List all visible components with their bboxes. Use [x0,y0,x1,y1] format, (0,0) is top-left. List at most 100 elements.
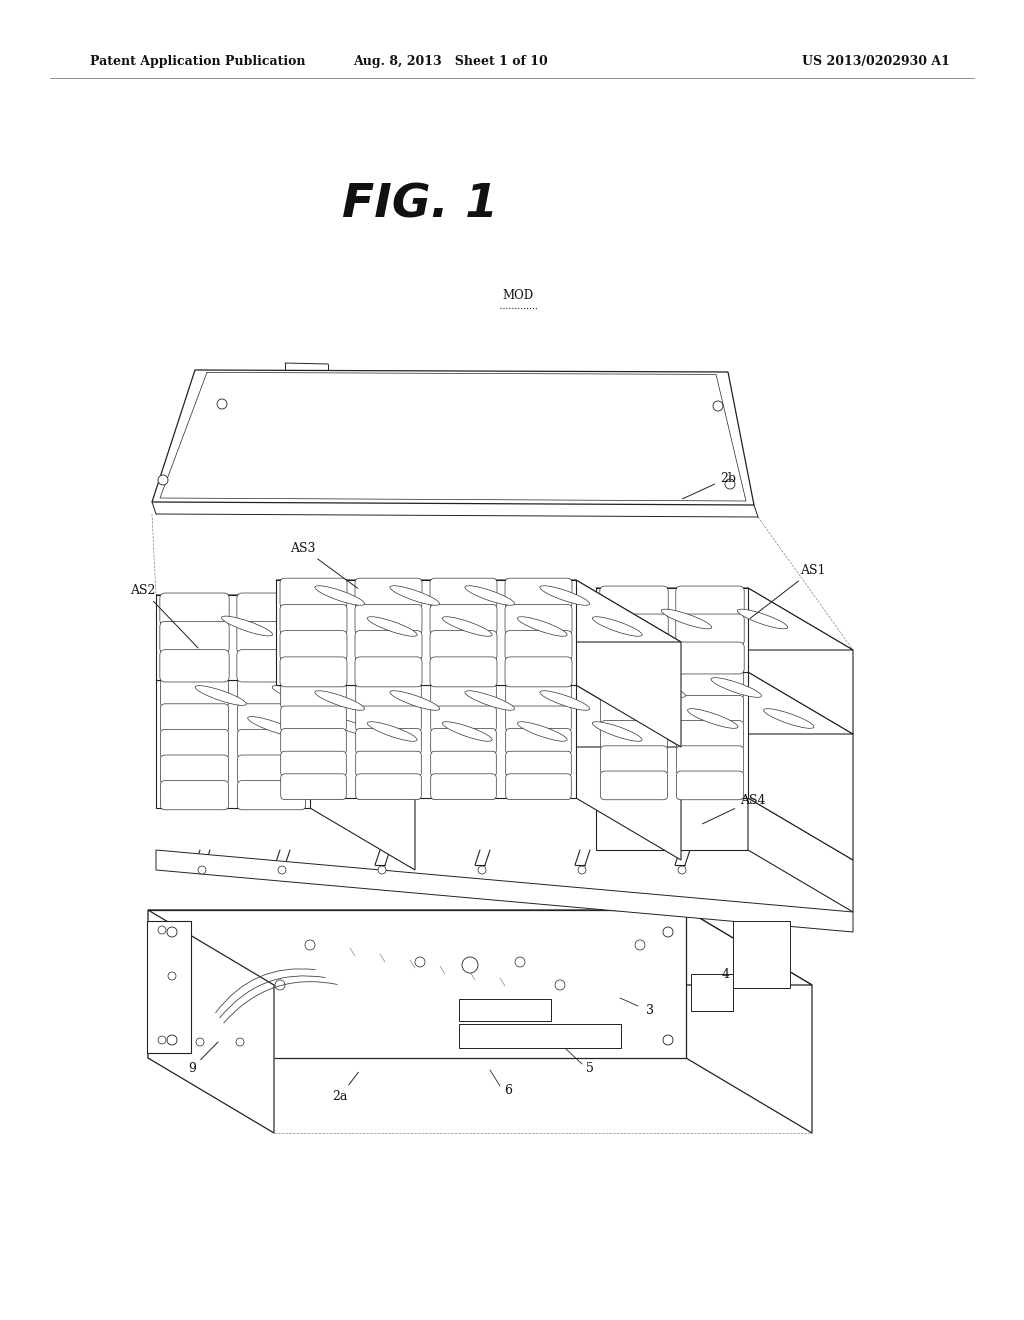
FancyBboxPatch shape [600,721,668,750]
Polygon shape [310,595,415,742]
FancyBboxPatch shape [506,706,571,731]
Polygon shape [596,587,748,672]
Ellipse shape [368,722,417,742]
Ellipse shape [517,722,567,742]
FancyBboxPatch shape [430,657,497,686]
Circle shape [217,399,227,409]
Ellipse shape [737,609,787,628]
Circle shape [168,972,176,979]
Circle shape [167,927,177,937]
Text: FIG. 1: FIG. 1 [342,182,498,227]
Polygon shape [596,672,853,734]
Ellipse shape [390,690,439,710]
Circle shape [158,1036,166,1044]
FancyBboxPatch shape [355,605,422,635]
Polygon shape [276,579,681,642]
Polygon shape [148,909,812,985]
Circle shape [196,1038,204,1045]
Circle shape [158,927,166,935]
Ellipse shape [635,677,685,697]
Ellipse shape [314,586,365,606]
Circle shape [236,1038,244,1045]
Text: 2b: 2b [683,471,736,499]
FancyBboxPatch shape [505,657,572,686]
Circle shape [663,1035,673,1045]
FancyBboxPatch shape [506,729,571,755]
FancyBboxPatch shape [676,696,743,725]
Circle shape [305,940,315,950]
Ellipse shape [390,586,439,606]
Circle shape [278,866,286,874]
Polygon shape [156,595,310,680]
Circle shape [515,957,525,968]
FancyBboxPatch shape [161,730,228,759]
Circle shape [275,979,285,990]
Ellipse shape [687,709,738,729]
FancyBboxPatch shape [280,631,347,660]
FancyBboxPatch shape [281,684,346,709]
Text: 6: 6 [504,1084,512,1097]
FancyBboxPatch shape [505,605,572,635]
FancyBboxPatch shape [676,771,743,800]
Text: 4: 4 [722,969,730,982]
Polygon shape [148,909,274,1133]
Polygon shape [152,370,754,506]
Text: 9: 9 [188,1041,218,1074]
Polygon shape [686,909,812,1133]
Ellipse shape [196,685,247,705]
FancyBboxPatch shape [280,657,347,686]
Polygon shape [276,579,575,685]
Polygon shape [156,680,415,742]
Ellipse shape [711,677,762,697]
Polygon shape [596,799,748,850]
Ellipse shape [465,690,515,710]
Ellipse shape [540,586,590,606]
Circle shape [725,479,735,488]
Text: AS3: AS3 [290,541,357,589]
Text: MOD: MOD [503,289,534,302]
FancyBboxPatch shape [161,678,228,708]
Text: AS4: AS4 [702,793,766,824]
FancyBboxPatch shape [733,921,790,987]
FancyBboxPatch shape [281,706,346,731]
FancyBboxPatch shape [676,746,743,775]
FancyBboxPatch shape [238,704,305,733]
FancyBboxPatch shape [505,578,572,609]
FancyBboxPatch shape [355,631,422,660]
Circle shape [678,866,686,874]
Circle shape [663,927,673,937]
Ellipse shape [221,616,272,636]
FancyBboxPatch shape [355,774,421,800]
Circle shape [198,866,206,874]
Circle shape [713,401,723,411]
FancyBboxPatch shape [237,622,306,653]
Ellipse shape [368,616,417,636]
FancyBboxPatch shape [430,631,497,660]
FancyBboxPatch shape [459,1024,621,1048]
Circle shape [158,475,168,484]
Ellipse shape [272,685,324,705]
FancyBboxPatch shape [238,730,305,759]
FancyBboxPatch shape [355,657,422,686]
Text: Aug. 8, 2013   Sheet 1 of 10: Aug. 8, 2013 Sheet 1 of 10 [352,55,548,69]
FancyBboxPatch shape [355,729,421,755]
FancyBboxPatch shape [600,746,668,775]
Ellipse shape [442,616,493,636]
Polygon shape [276,685,681,747]
FancyBboxPatch shape [431,751,497,777]
Ellipse shape [442,722,493,742]
Text: Patent Application Publication: Patent Application Publication [90,55,305,69]
Ellipse shape [325,717,376,737]
FancyBboxPatch shape [355,751,421,777]
FancyBboxPatch shape [676,586,744,618]
Polygon shape [748,672,853,861]
FancyBboxPatch shape [676,721,743,750]
Circle shape [378,866,386,874]
FancyBboxPatch shape [281,774,346,800]
FancyBboxPatch shape [431,774,497,800]
Ellipse shape [248,717,299,737]
Polygon shape [748,799,853,912]
FancyBboxPatch shape [355,706,421,731]
FancyBboxPatch shape [281,751,346,777]
FancyBboxPatch shape [600,771,668,800]
